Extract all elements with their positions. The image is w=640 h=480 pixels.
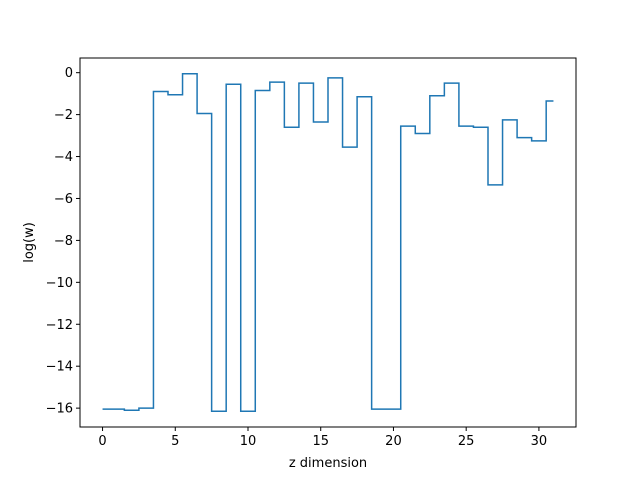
y-tick-label: −12 [46, 318, 73, 333]
y-tick-label: 0 [65, 66, 73, 81]
x-tick-label: 10 [240, 434, 257, 449]
y-tick-label: −8 [54, 234, 73, 249]
y-tick-label: −10 [46, 276, 73, 291]
x-tick-label: 5 [171, 434, 179, 449]
x-tick-label: 25 [458, 434, 475, 449]
x-tick-label: 0 [98, 434, 106, 449]
data-layer [102, 72, 554, 413]
y-tick-label: −6 [54, 192, 73, 207]
y-tick-label: −16 [46, 402, 73, 417]
series-line-0 [102, 72, 554, 413]
y-tick-label: −4 [54, 150, 73, 165]
y-tick-label: −14 [46, 360, 73, 375]
y-axis-label: log(w) [22, 222, 37, 263]
y-axis-ticks: 0 −2 −4 −6 −8 −10 −12 −14 −16 [46, 66, 80, 417]
y-tick-label: −2 [54, 108, 73, 123]
x-axis-label: z dimension [289, 456, 367, 471]
x-tick-label: 20 [385, 434, 402, 449]
x-tick-label: 30 [531, 434, 548, 449]
x-axis-ticks: 0 5 10 15 20 25 30 [98, 427, 547, 449]
x-tick-label: 15 [312, 434, 329, 449]
axes-frame [79, 57, 577, 428]
